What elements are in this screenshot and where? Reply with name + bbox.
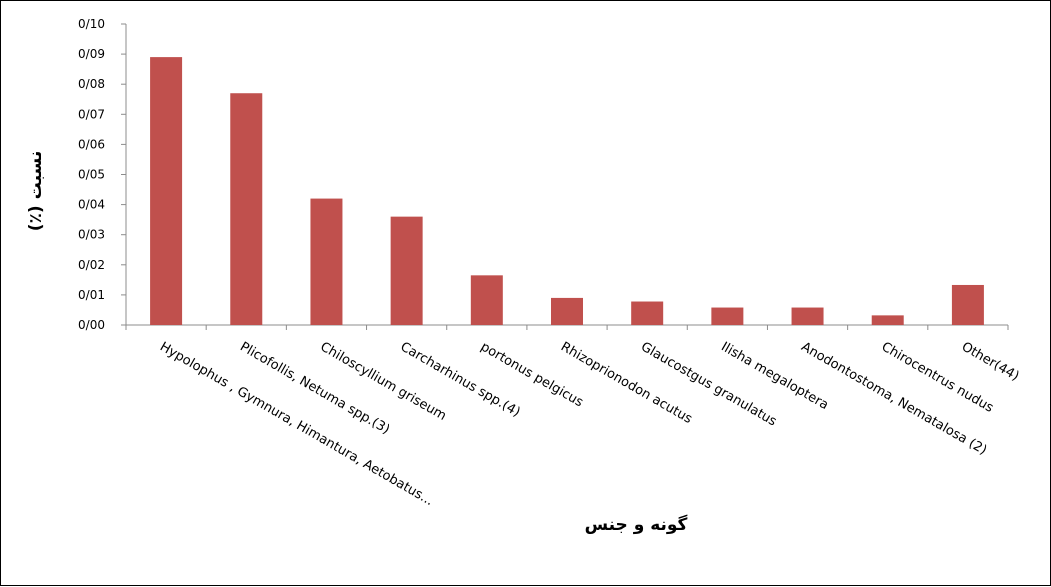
y-tick-label: 0/04 [78,198,105,212]
x-axis [125,324,1009,330]
bar [551,297,583,325]
y-tick-label: 0/07 [78,107,105,121]
y-tick-label: 0/06 [78,137,105,151]
bar [711,307,744,325]
x-tick-label: Other(44) [959,339,1022,384]
x-axis-title: گونه و جنس [585,514,688,535]
x-tick-label: Plicofollis, Netuma spp.(3) [237,339,392,437]
y-tick-label: 0/00 [78,318,105,332]
y-tick-label: 0/02 [78,258,105,272]
y-tick-label: 0/05 [78,168,105,182]
bar [310,198,343,325]
bar [230,93,263,325]
y-axis-title: نسبت (٪) [26,151,46,231]
y-tick-label: 0/03 [78,228,105,242]
y-tick-label: 0/01 [78,288,105,302]
x-tick-label: Glaucostgus granulatus [638,339,779,429]
bar [150,57,183,326]
bar [390,216,423,325]
category-labels: Hypolophus , Gymnura, Himantura, Aetobat… [157,339,1021,509]
y-tick-label: 0/08 [78,77,105,91]
bar [631,301,664,325]
bar [871,315,904,325]
y-tick-label: 0/09 [78,47,105,61]
x-tick-label: Hypolophus , Gymnura, Himantura, Aetobat… [157,339,436,509]
y-tick-label: 0/10 [78,17,105,31]
bar [791,307,824,325]
bar [470,275,503,325]
x-tick-label: Rhizoprionodon acutus [558,339,695,427]
bars [150,57,984,326]
bar [951,284,984,325]
y-axis: 0/00 0/01 0/02 0/03 0/04 0/05 0/06 0/07 0/08 0/09… [78,17,127,332]
